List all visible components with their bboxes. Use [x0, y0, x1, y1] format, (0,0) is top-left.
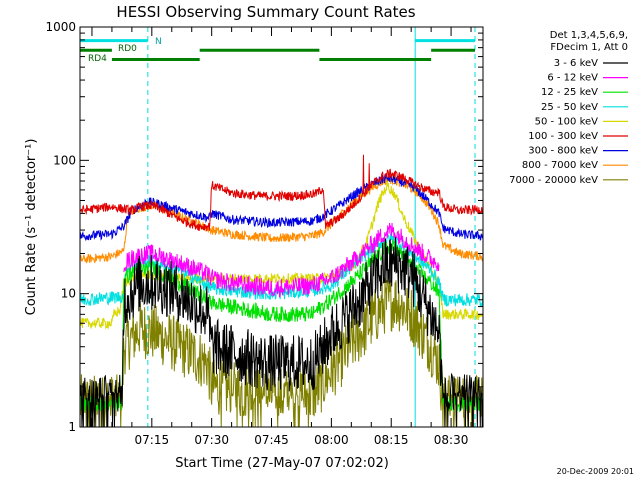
y-tick-label: 1 — [68, 420, 76, 434]
series-line-0 — [80, 237, 483, 427]
legend-entry-label: 6 - 12 keV — [547, 73, 598, 84]
legend-entry-label: 7000 - 20000 keV — [509, 175, 598, 186]
legend-entry-label: 300 - 800 keV — [528, 146, 598, 157]
series-line-5 — [80, 154, 483, 231]
legend-entry-label: 3 - 6 keV — [554, 58, 598, 69]
y-tick-label: 1000 — [45, 20, 76, 34]
x-tick-label: 07:30 — [194, 433, 229, 447]
x-tick-label: 08:30 — [434, 433, 469, 447]
flag-label-rd4: RD4 — [88, 54, 107, 64]
legend: Det 1,3,4,5,6,9,FDecim 1, Att 0 3 - 6 keV… — [509, 30, 628, 186]
y-axis-label: Count Rate (s⁻¹ detector⁻¹) — [24, 139, 39, 316]
legend-header-line: FDecim 1, Att 0 — [550, 42, 628, 53]
x-tick-label: 07:45 — [254, 433, 289, 447]
legend-header-line: Det 1,3,4,5,6,9, — [550, 30, 628, 41]
flag-label-rd0: RD0 — [118, 44, 137, 54]
timestamp: 20-Dec-2009 20:01 — [557, 467, 634, 476]
y-tick-label: 100 — [53, 153, 76, 167]
x-tick-label: 07:15 — [135, 433, 170, 447]
legend-entry-label: 50 - 100 keV — [535, 116, 599, 127]
plot-frame — [79, 26, 484, 428]
series-group — [80, 154, 483, 427]
x-tick-label: 08:15 — [374, 433, 409, 447]
x-axis-label: Start Time (27-May-07 07:02:02) — [175, 456, 389, 471]
flag-bars — [80, 39, 476, 62]
flag-label-n: N — [155, 37, 162, 47]
legend-entry-label: 100 - 300 keV — [528, 131, 598, 142]
legend-entry-label: 25 - 50 keV — [541, 102, 598, 113]
axis-ticks: 1 10 100 1000 07:15 07:30 07:45 08:00 08:15 08:30 — [45, 20, 483, 447]
x-tick-label: 08:00 — [314, 433, 349, 447]
series-line-8 — [80, 278, 483, 427]
chart-title: HESSI Observing Summary Count Rates — [116, 3, 415, 21]
legend-entry-label: 12 - 25 keV — [541, 87, 598, 98]
legend-entry-label: 800 - 7000 keV — [522, 160, 598, 171]
y-tick-label: 10 — [61, 287, 76, 301]
